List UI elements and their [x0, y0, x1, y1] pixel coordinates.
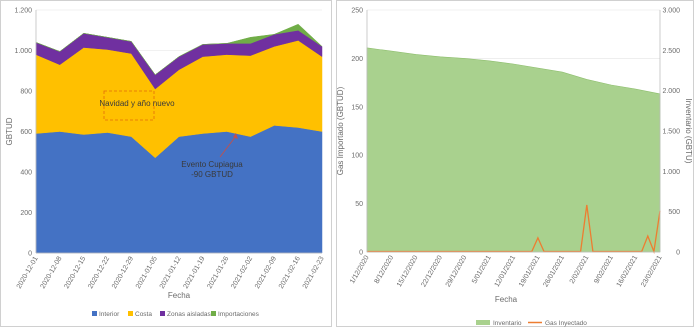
right-x-tick-label: 5/01/2021 — [471, 254, 493, 285]
right-legend-label-gas: Gas Inyectado — [545, 320, 587, 327]
left-annotation-navidad: Navidad y año nuevo — [99, 99, 175, 108]
right-x-tick-label: 12/01/2021 — [494, 254, 518, 288]
left-legend-swatch — [160, 311, 165, 316]
left-y-tick-label: 200 — [20, 210, 32, 217]
right-y2-tick-label: 0 — [676, 250, 680, 257]
left-y-tick-label: 600 — [20, 129, 32, 136]
left-chart-panel: 0 200 400 600 800 1.000 1.200 2020-12-01 2020-12… — [0, 0, 332, 327]
left-x-tick-label: 2020-12-08 — [40, 255, 64, 290]
left-legend-swatch — [128, 311, 133, 316]
left-x-tick-label: 2021-02-16 — [278, 255, 302, 290]
left-legend-label: Costa — [135, 311, 152, 318]
right-legend-swatch-inventario — [476, 320, 490, 325]
left-y-tick-label: 1.200 — [14, 8, 32, 15]
right-x-tick-label: 22/12/2020 — [420, 254, 444, 288]
right-y-tick-label: 150 — [351, 104, 363, 111]
right-x-tick-label: 9/02/2021 — [593, 254, 615, 285]
right-y2-tick-label: 500 — [668, 209, 680, 216]
right-x-tick-label: 16/02/2021 — [616, 254, 640, 288]
right-x-axis-label: Fecha — [495, 295, 518, 304]
left-legend-swatch — [92, 311, 97, 316]
left-x-tick-label: 2021-02-09 — [254, 255, 278, 290]
right-x-tick-label: 15/12/2020 — [396, 254, 420, 288]
left-x-tick-label: 2020-12-22 — [87, 255, 111, 290]
left-annotation-arrow — [219, 135, 237, 158]
left-legend-label: Interior — [99, 311, 120, 318]
right-x-tick-label: 19/01/2021 — [518, 254, 542, 288]
left-legend-swatch — [211, 311, 216, 316]
left-x-tick-label: 2021-01-05 — [135, 255, 159, 290]
left-x-tick-label: 2020-12-15 — [63, 255, 87, 290]
right-chart-svg: 0 50 100 150 200 250 0 500 1.000 1.500 2.000 2.500 3… — [336, 8, 693, 327]
right-y-tick-label: 50 — [355, 201, 363, 208]
right-y2-tick-label: 2.000 — [662, 88, 680, 95]
right-x-tick-label: 26/01/2021 — [542, 254, 566, 288]
right-area-inventario — [366, 47, 661, 253]
left-x-tick-label: 2021-02-02 — [230, 255, 254, 290]
right-y-tick-label: 100 — [351, 153, 363, 160]
right-legend-label-inventario: Inventario — [493, 320, 522, 327]
right-x-tick-label: 2/02/2021 — [569, 254, 591, 285]
right-x-tick-label: 23/02/2021 — [640, 254, 664, 288]
right-y-tick-label: 250 — [351, 8, 363, 15]
right-line-gas-inyectado — [367, 204, 661, 254]
left-annotation-cupiagua: Evento Cupiagua — [181, 160, 243, 169]
right-y2-axis-label: Inventario (GBTU) — [684, 99, 693, 164]
right-x-tick-label: 8/12/2020 — [374, 254, 396, 285]
right-y-tick-label: 0 — [359, 250, 363, 257]
left-x-tick-label: 2021-01-26 — [206, 255, 230, 290]
right-x-tick-label: 1/12/2020 — [349, 254, 371, 285]
left-annotation-box — [103, 90, 155, 121]
left-x-tick-label: 2021-01-12 — [159, 255, 183, 290]
left-area-importaciones — [35, 23, 323, 76]
left-y-tick-label: 800 — [20, 89, 32, 96]
left-y-tick-label: 0 — [28, 251, 32, 258]
right-chart-panel: 0 50 100 150 200 250 0 500 1.000 1.500 2.000 2.500 3… — [336, 0, 694, 327]
left-x-tick-label: 2020-12-01 — [16, 255, 40, 290]
right-y-axis-label: Gas Importado (GBTUD) — [336, 86, 345, 175]
right-y2-tick-label: 1.000 — [662, 169, 680, 176]
left-x-tick-label: 2020-12-29 — [111, 255, 135, 290]
right-x-tick-label: 29/12/2020 — [445, 254, 469, 288]
left-x-axis-label: Fecha — [168, 291, 191, 300]
left-x-tick-label: 2021-01-19 — [183, 255, 207, 290]
right-y-tick-label: 200 — [351, 56, 363, 63]
left-legend-label: Zonas aisladas — [167, 311, 211, 318]
left-annotation-cupiagua-value: -90 GBTUD — [191, 170, 233, 179]
left-legend-label: Importaciones — [218, 311, 260, 318]
left-x-tick-label: 2021-02-23 — [302, 255, 326, 290]
right-y2-tick-label: 3.000 — [662, 8, 680, 15]
left-area-interior — [35, 125, 323, 254]
left-annotation-arrowhead — [233, 133, 238, 139]
left-y-tick-label: 400 — [20, 170, 32, 177]
right-y2-tick-label: 2.500 — [662, 48, 680, 55]
left-y-axis-label: GBTUD — [5, 117, 14, 145]
left-y-tick-label: 1.000 — [14, 48, 32, 55]
right-y2-tick-label: 1.500 — [662, 129, 680, 136]
